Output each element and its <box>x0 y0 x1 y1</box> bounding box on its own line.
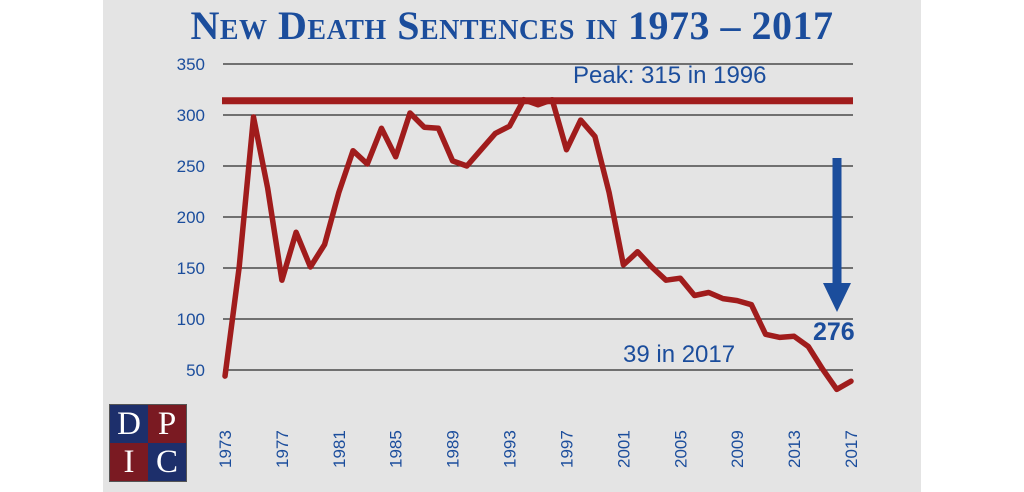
logo-letter-p: P <box>148 405 186 443</box>
logo-letter-d: D <box>110 405 148 443</box>
x-tick-label: 1989 <box>444 430 463 468</box>
series-line <box>222 96 854 393</box>
dpic-logo: D P I C <box>109 404 187 482</box>
logo-letter-i: I <box>110 443 148 481</box>
y-tick-label: 50 <box>186 361 205 380</box>
gridlines <box>223 63 853 371</box>
x-tick-label: 1981 <box>330 430 349 468</box>
line-chart: 50 100 150 200 250 300 350 1973 1977 1981 1985 198… <box>177 55 861 468</box>
chart-title: New Death Sentences in 1973 – 2017 <box>190 3 834 48</box>
x-tick-label: 1985 <box>387 430 406 468</box>
y-tick-label: 100 <box>177 310 205 329</box>
chart-panel: New Death Sentences in 1973 – 2017 50 100… <box>103 0 921 492</box>
y-tick-label: 200 <box>177 208 205 227</box>
y-tick-label: 250 <box>177 157 205 176</box>
x-axis-ticks: 1973 1977 1981 1985 1989 1993 1997 2001 2005 2009… <box>216 430 861 468</box>
x-tick-label: 2013 <box>785 430 804 468</box>
x-tick-label: 1993 <box>501 430 520 468</box>
logo-letter-c: C <box>148 443 186 481</box>
y-axis-ticks: 50 100 150 200 250 300 350 <box>177 55 205 380</box>
x-tick-label: 1997 <box>557 430 576 468</box>
x-tick-label: 1977 <box>273 430 292 468</box>
y-tick-label: 300 <box>177 106 205 125</box>
drop-label: 276 <box>813 318 855 346</box>
x-tick-label: 2001 <box>614 430 633 468</box>
drop-arrow <box>823 158 851 312</box>
y-tick-label: 350 <box>177 55 205 74</box>
x-tick-label: 2009 <box>728 430 747 468</box>
y-tick-label: 150 <box>177 259 205 278</box>
peak-label: Peak: 315 in 1996 <box>573 62 767 89</box>
x-tick-label: 2005 <box>671 430 690 468</box>
x-tick-label: 1973 <box>216 430 235 468</box>
latest-label: 39 in 2017 <box>623 341 735 368</box>
x-tick-label: 2017 <box>842 430 861 468</box>
